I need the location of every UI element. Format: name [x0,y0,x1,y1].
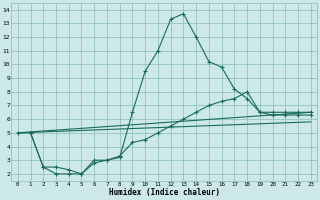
X-axis label: Humidex (Indice chaleur): Humidex (Indice chaleur) [109,188,220,197]
